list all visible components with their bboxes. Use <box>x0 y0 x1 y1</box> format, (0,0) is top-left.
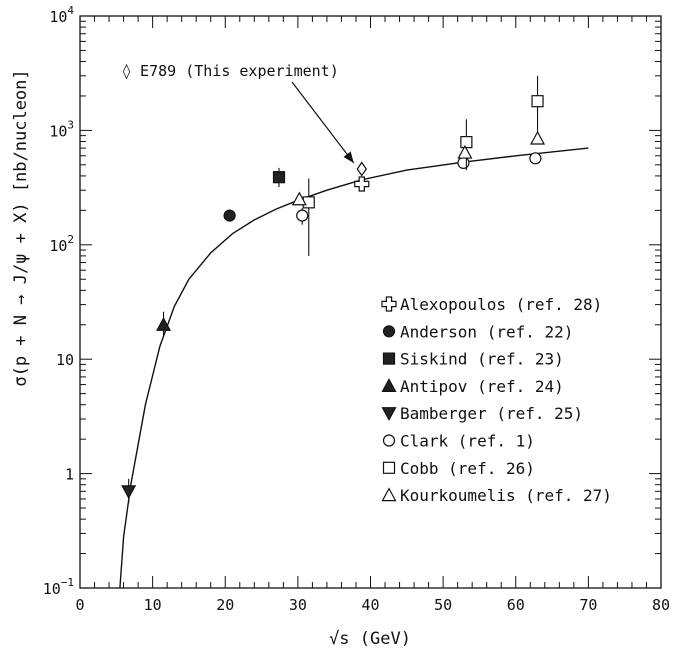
y-tick-exponent: 4 <box>67 4 74 17</box>
y-tick-mantissa: 10 <box>56 351 74 369</box>
y-tick-label: 10−1 <box>43 576 74 598</box>
triangle-up-filled-point <box>156 317 172 331</box>
x-tick-label: 10 <box>144 596 162 614</box>
legend-label: Clark (ref. 1) <box>400 432 535 451</box>
x-axis-title: √s (GeV) <box>329 629 411 649</box>
y-tick-exponent: 3 <box>67 118 74 131</box>
annotation-label: ◊ E789 (This experiment) <box>122 62 339 80</box>
square-filled-point <box>272 171 286 184</box>
diamond-open-point <box>356 161 368 177</box>
annotation-arrow-line <box>291 81 355 164</box>
x-tick-label: 20 <box>216 596 234 614</box>
legend-label: Antipov (ref. 24) <box>400 377 564 396</box>
legend-label: Bamberger (ref. 25) <box>400 404 583 423</box>
x-tick-label: 30 <box>289 596 307 614</box>
square-open-point <box>531 95 544 108</box>
square-open-point <box>460 136 473 149</box>
legend-marker-circle-filled <box>382 325 396 338</box>
circle-open-point <box>529 152 542 165</box>
y-tick-label: 102 <box>49 233 74 255</box>
legend-label: Cobb (ref. 26) <box>400 459 535 478</box>
legend-marker-circle-open <box>382 434 396 447</box>
legend-marker-square-filled <box>382 352 396 365</box>
y-tick-exponent: −1 <box>61 576 74 589</box>
triangle-up-open-point <box>530 130 546 145</box>
triangle-down-filled-point <box>121 485 137 500</box>
legend-marker-triangle-down-filled <box>381 407 397 421</box>
y-tick-mantissa: 10 <box>49 237 67 255</box>
y-tick-mantissa: 10 <box>49 122 67 140</box>
x-tick-labels: 0 10 20 30 40 50 60 70 80 <box>75 596 670 614</box>
x-tick-label: 40 <box>361 596 379 614</box>
legend-marker-triangle-up-open <box>381 487 397 502</box>
x-tick-label: 0 <box>75 596 84 614</box>
data-points <box>121 75 546 504</box>
x-tick-label: 60 <box>507 596 525 614</box>
x-tick-label: 70 <box>579 596 597 614</box>
legend-label: Alexopoulos (ref. 28) <box>400 295 602 314</box>
x-tick-label: 50 <box>434 596 452 614</box>
annotation-group: ◊ E789 (This experiment) <box>122 62 355 164</box>
y-tick-label: 103 <box>49 118 74 140</box>
axis-titles: √s (GeV) σ(p + N → J/ψ + X) [nb/nucleon] <box>11 69 411 649</box>
y-tick-mantissa: 10 <box>49 8 67 26</box>
legend-marker-triangle-up-filled <box>381 378 397 392</box>
cross-open-point <box>354 176 370 192</box>
triangle-up-open-point <box>291 191 307 206</box>
legend-marker-cross-open <box>381 296 397 312</box>
legend-label: Kourkoumelis (ref. 27) <box>400 486 612 505</box>
y-axis-title: σ(p + N → J/ψ + X) [nb/nucleon] <box>11 69 31 386</box>
x-tick-label: 80 <box>652 596 670 614</box>
legend-label: Siskind (ref. 23) <box>400 350 564 369</box>
y-tick-mantissa: 1 <box>65 466 74 484</box>
fit-curve <box>119 147 589 589</box>
y-tick-exponent: 2 <box>67 233 74 246</box>
legend: Alexopoulos (ref. 28) Anderson (ref. 22) S… <box>381 295 612 505</box>
y-tick-mantissa: 10 <box>43 580 61 598</box>
y-tick-label: 1 <box>65 466 74 484</box>
axis-ticks <box>79 15 662 589</box>
fit-curve-group <box>119 147 589 589</box>
circle-open-point <box>457 156 470 169</box>
circle-open-point <box>296 209 309 222</box>
annotation-arrowhead <box>343 151 354 163</box>
y-tick-label: 104 <box>49 4 74 26</box>
legend-label: Anderson (ref. 22) <box>400 322 573 341</box>
circle-filled-point <box>223 209 236 222</box>
y-tick-label: 10 <box>56 351 74 369</box>
legend-marker-square-open <box>382 461 396 474</box>
triangle-up-open-point <box>457 144 473 159</box>
